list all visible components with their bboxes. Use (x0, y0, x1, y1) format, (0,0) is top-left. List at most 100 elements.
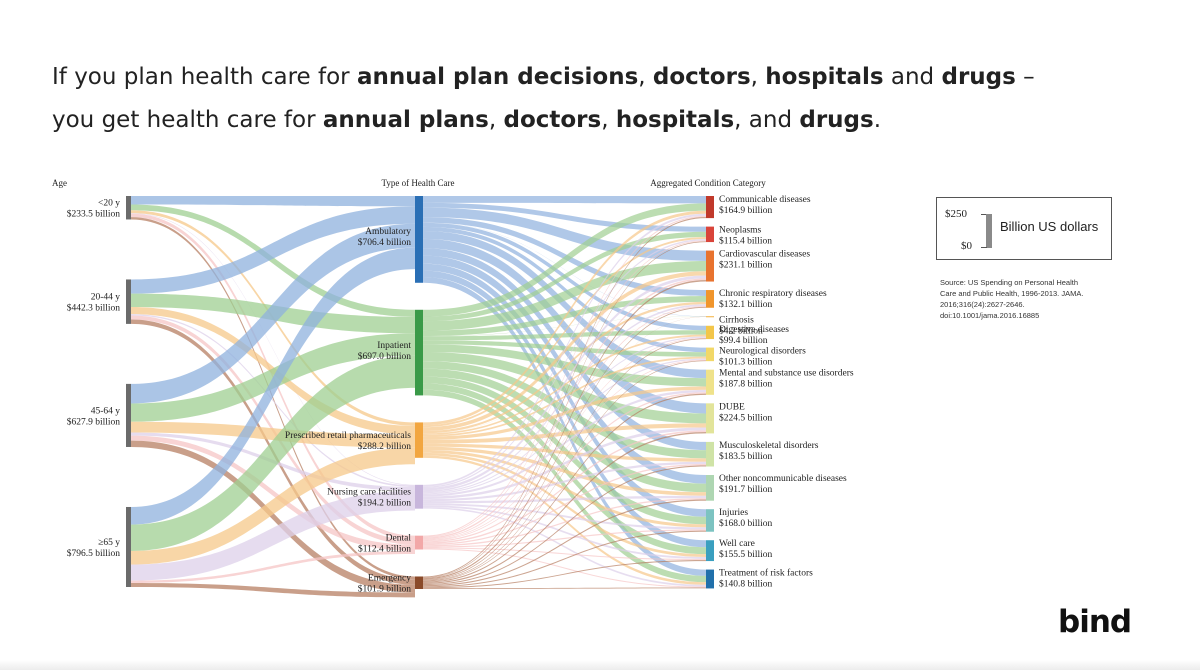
title-text: , and (734, 107, 800, 133)
source-note: Source: US Spending on Personal Health C… (940, 277, 1140, 321)
flow-a65-amb (131, 247, 415, 525)
flow-a20-inp (131, 204, 415, 317)
condition-value: $183.5 billion (719, 451, 773, 462)
flow-den-cond-12 (423, 547, 706, 561)
source-line: Care and Public Health, 1996-2013. JAMA. (940, 289, 1084, 298)
condition-value: $99.4 billion (719, 335, 768, 346)
flow-rx-cond-1 (423, 236, 706, 428)
flow-layer (131, 196, 706, 598)
flow-amb-cond-2 (423, 207, 706, 261)
flow-den-cond-7 (423, 392, 706, 543)
flow-inp-cond-7 (423, 344, 706, 387)
condition-value: $224.5 billion (719, 412, 773, 423)
legend-scale-bar (986, 214, 992, 248)
condition-node (706, 325, 714, 340)
flow-amb-cond-4 (423, 222, 706, 317)
flow-nur-cond-10 (423, 495, 706, 504)
flow-rx-cond-8 (423, 423, 706, 444)
flow-den-cond-10 (423, 498, 706, 547)
condition-node (706, 226, 714, 243)
age-value: $442.3 billion (67, 303, 121, 314)
flow-inp-cond-3 (423, 296, 706, 337)
flow-den-cond-2 (423, 278, 706, 540)
flow-den-cond-9 (423, 463, 706, 546)
condition-label: Other noncommunicable diseases (719, 474, 847, 484)
legend-tick-top (981, 214, 987, 215)
flow-inp-cond-12 (423, 383, 706, 555)
condition-value: $155.5 billion (719, 549, 773, 560)
flow-rx-cond-7 (423, 386, 706, 440)
type-label: Emergency (368, 574, 411, 584)
condition-node (706, 540, 714, 562)
flow-nur-cond-9 (423, 461, 706, 502)
flow-amb-cond-10 (423, 255, 706, 484)
type-label: Inpatient (377, 341, 411, 351)
condition-node (706, 290, 714, 308)
type-node-inp (415, 309, 423, 396)
title-emphasis: hospitals (615, 107, 735, 133)
title-text: – (1015, 64, 1035, 90)
source-line: 2016;316(24):2627-2646. (940, 300, 1025, 309)
flow-nur-cond-12 (423, 505, 706, 559)
title-emphasis: annual plans (322, 107, 489, 133)
age-value: $796.5 billion (67, 548, 121, 559)
flow-nur-cond-11 (423, 503, 706, 530)
condition-value: $4.2 billion (719, 325, 763, 336)
flow-a4564-rx (131, 421, 415, 448)
flow-den-cond-0 (423, 215, 706, 537)
bottom-edge (0, 660, 1200, 670)
condition-label: Cirrhosis (719, 315, 754, 325)
flow-emg-cond-9 (423, 465, 706, 586)
condition-node (706, 475, 714, 501)
title-text: , (638, 64, 653, 90)
title-text: and (883, 64, 942, 90)
flow-emg-cond-13 (423, 587, 706, 589)
age-label: 20-44 y (91, 293, 121, 303)
flow-rx-cond-0 (423, 210, 706, 426)
flow-emg-cond-6 (423, 360, 706, 582)
condition-value: $168.0 billion (719, 518, 773, 529)
title-text: , (750, 64, 766, 90)
condition-value: $164.9 billion (719, 205, 773, 216)
condition-label: Chronic respiratory diseases (719, 289, 827, 299)
flow-nur-cond-0 (423, 213, 706, 487)
type-node-rx (415, 422, 423, 458)
flow-amb-cond-6 (423, 226, 706, 353)
condition-label: Injuries (719, 508, 748, 518)
condition-label: DUBE (719, 402, 745, 412)
condition-label: Cardiovascular diseases (719, 250, 810, 260)
title-emphasis: drugs (941, 64, 1016, 90)
flow-nur-cond-13 (423, 507, 706, 587)
flow-a65-inp (131, 355, 415, 551)
legend-tick-bottom (981, 247, 987, 248)
slide-title: If you plan health care for annual plan … (52, 56, 1132, 142)
flow-a65-rx (131, 447, 415, 565)
title-emphasis: hospitals (765, 64, 884, 90)
type-node-nur (415, 484, 423, 509)
flow-a65-nur (131, 490, 415, 581)
flow-nur-cond-6 (423, 358, 706, 495)
condition-label: Neoplasms (719, 226, 762, 236)
flow-rx-cond-5 (423, 334, 706, 436)
title-emphasis: doctors (503, 107, 602, 133)
flow-den-cond-6 (423, 359, 706, 542)
type-value: $101.9 billion (358, 584, 412, 595)
type-label: Nursing care facilities (327, 487, 411, 498)
type-value: $288.2 billion (358, 441, 412, 452)
flow-inp-cond-0 (423, 203, 706, 317)
flow-amb-cond-7 (423, 231, 706, 379)
flow-emg-cond-1 (423, 241, 706, 579)
flow-emg-cond-5 (423, 338, 706, 581)
scale-legend: $250 $0 Billion US dollars (936, 197, 1112, 260)
flow-nur-cond-5 (423, 336, 706, 494)
condition-node (706, 347, 714, 362)
flow-nur-cond-4 (423, 316, 706, 493)
flow-nur-cond-2 (423, 275, 706, 491)
flow-rx-cond-9 (423, 443, 706, 462)
flow-amb-cond-1 (423, 202, 706, 232)
flow-den-cond-1 (423, 240, 706, 538)
age-label: <20 y (98, 199, 120, 209)
title-text: If you plan health care for (52, 64, 357, 90)
flow-inp-cond-1 (423, 231, 706, 322)
